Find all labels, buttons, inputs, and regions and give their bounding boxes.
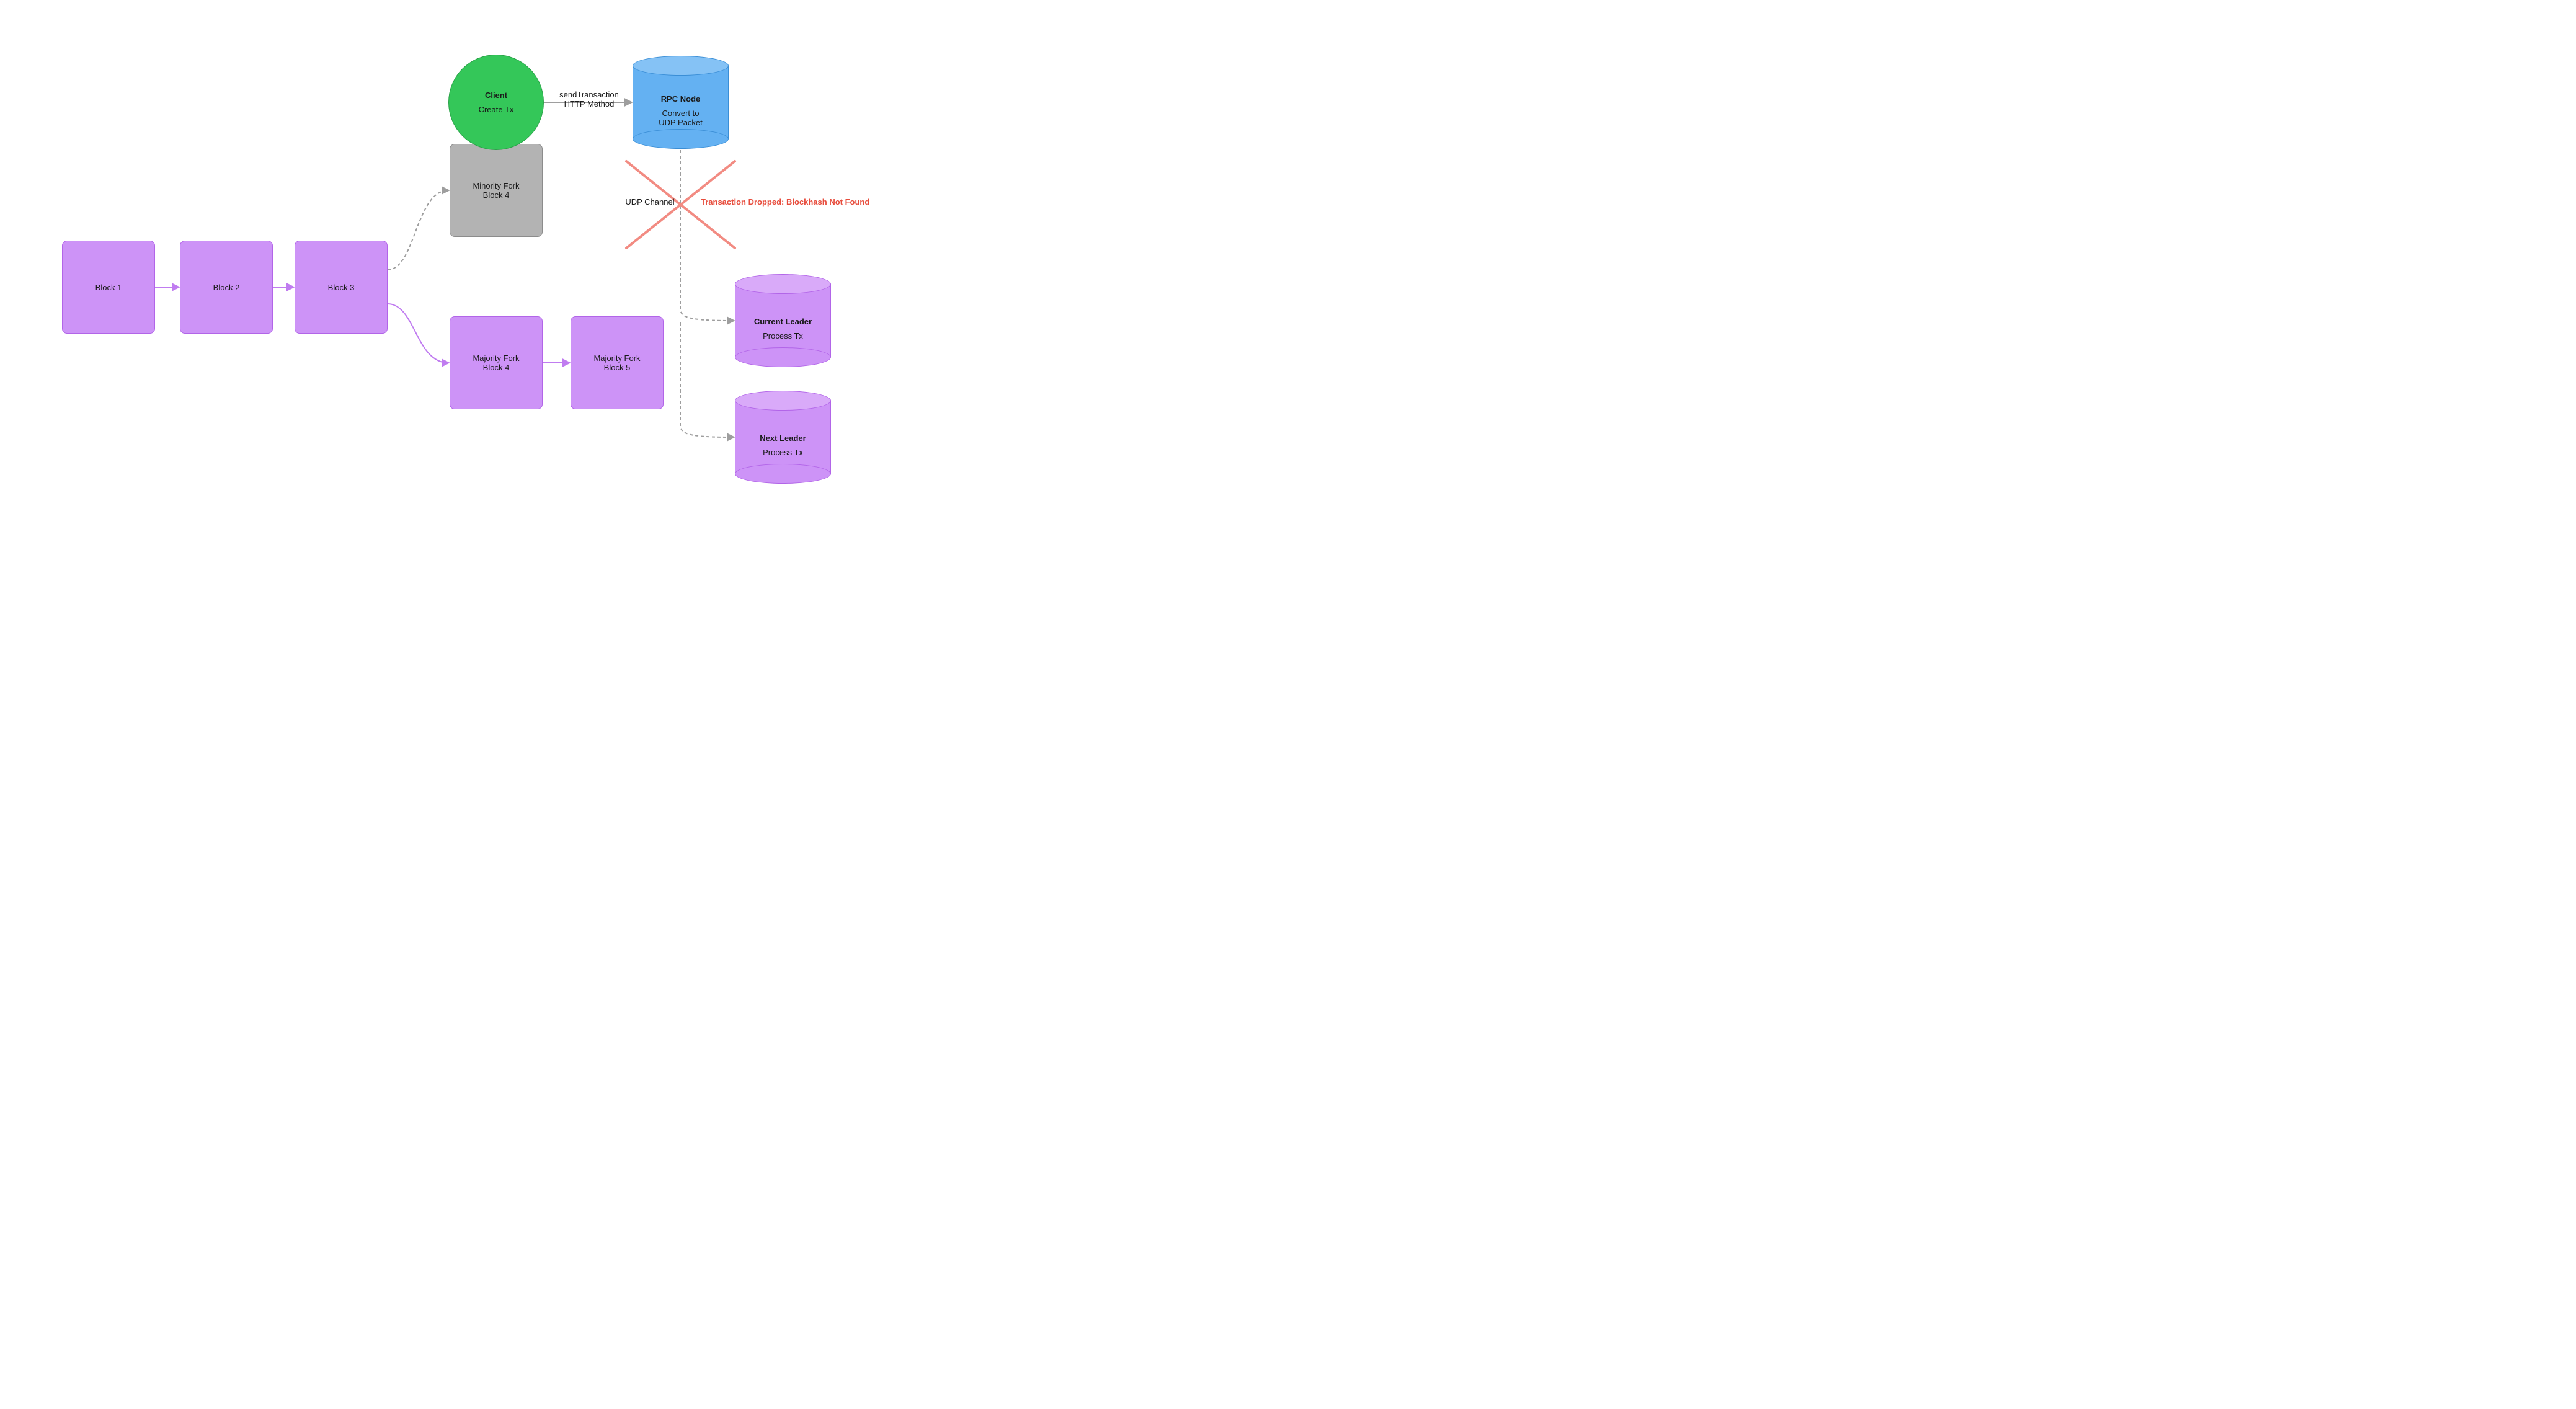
majority-fork-5-subtitle: Block 5 (604, 363, 631, 372)
rpc-node: RPC Node Convert to UDP Packet (633, 56, 729, 149)
block-1: Block 1 (62, 241, 155, 334)
rpc-sub2: UDP Packet (659, 118, 703, 127)
next-leader-subtitle: Process Tx (763, 448, 803, 457)
client-subtitle: Create Tx (479, 105, 514, 114)
client-node: Client Create Tx (448, 55, 544, 150)
majority-fork-4-subtitle: Block 4 (483, 363, 510, 372)
minority-fork-block-4: Minority Fork Block 4 (450, 144, 543, 237)
next-leader-node: Next Leader Process Tx (735, 391, 831, 484)
edge-label-sendtransaction-line2: HTTP Method (549, 99, 629, 109)
block-2: Block 2 (180, 241, 273, 334)
majority-fork-block-5: Majority Fork Block 5 (571, 316, 664, 409)
error-label: Transaction Dropped: Blockhash Not Found (701, 197, 869, 207)
block-1-label: Block 1 (95, 283, 122, 292)
current-leader-node: Current Leader Process Tx (735, 274, 831, 367)
edge-block3-majority (388, 304, 448, 363)
rpc-sub1: Convert to (662, 109, 700, 118)
edge-rpc-currentleader (680, 150, 734, 321)
edge-label-sendtransaction: sendTransaction HTTP Method (549, 90, 629, 109)
block-3-label: Block 3 (328, 283, 355, 292)
edge-label-sendtransaction-line1: sendTransaction (549, 90, 629, 99)
majority-fork-block-4: Majority Fork Block 4 (450, 316, 543, 409)
minority-fork-subtitle: Block 4 (483, 190, 510, 200)
edge-rpc-nextleader (680, 322, 734, 437)
edge-block3-minority (388, 190, 448, 270)
block-2-label: Block 2 (213, 283, 240, 292)
block-3: Block 3 (295, 241, 388, 334)
current-leader-title: Current Leader (754, 317, 812, 326)
client-title: Client (485, 91, 507, 100)
current-leader-subtitle: Process Tx (763, 331, 803, 340)
minority-fork-title: Minority Fork (473, 181, 519, 190)
diagram-canvas: Block 1 Block 2 Block 3 Minority Fork Bl… (0, 0, 930, 509)
next-leader-title: Next Leader (760, 433, 806, 443)
majority-fork-5-title: Majority Fork (593, 353, 640, 363)
rpc-title: RPC Node (661, 94, 701, 104)
edge-label-udpchannel: UDP Channel (622, 197, 678, 207)
majority-fork-4-title: Majority Fork (473, 353, 519, 363)
